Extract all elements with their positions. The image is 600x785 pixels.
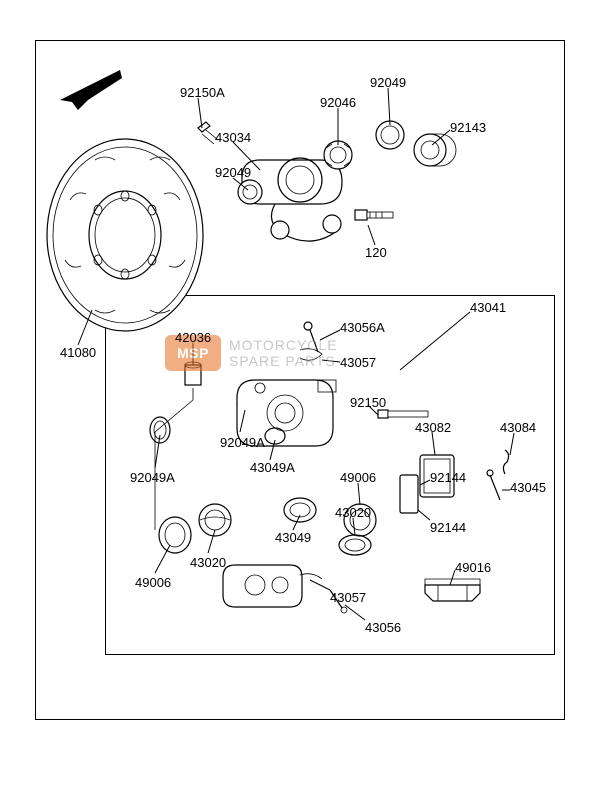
bolt-92150 [378, 410, 428, 418]
part-label-49016: 49016 [455, 560, 491, 575]
collar-92143 [414, 134, 456, 166]
diagram-canvas: MSP MOTORCYCLE SPARE PARTS 92150A4303492… [0, 0, 600, 785]
seal-92049-upper [238, 180, 262, 204]
part-label-92049A2: 92049A [220, 435, 265, 450]
part-label-49006t: 49006 [340, 470, 376, 485]
part-label-43034: 43034 [215, 130, 251, 145]
part-label-43057t: 43057 [340, 355, 376, 370]
cover-49016 [425, 579, 480, 601]
leader-49006t [358, 483, 360, 505]
part-label-43041: 43041 [470, 300, 506, 315]
leader-92049r [388, 88, 390, 125]
brake-disc [47, 139, 203, 331]
direction-arrow [60, 70, 122, 110]
part-label-92046: 92046 [320, 95, 356, 110]
part-label-92144a: 92144 [430, 470, 466, 485]
part-label-43049A: 43049A [250, 460, 295, 475]
leader-43057t [322, 360, 340, 362]
part-label-42036: 42036 [175, 330, 211, 345]
leader-43056A [320, 330, 340, 340]
leader-92144b [418, 510, 430, 520]
part-label-43082: 43082 [415, 420, 451, 435]
leader-43082 [432, 432, 435, 455]
leader-43084 [510, 433, 514, 455]
leader-92049A1 [155, 435, 160, 468]
part-label-92049t: 92049 [215, 165, 251, 180]
oring-92049a-left [150, 417, 170, 443]
part-label-92049r: 92049 [370, 75, 406, 90]
leader-43057b [310, 580, 330, 590]
part-label-92049A1: 92049A [130, 470, 175, 485]
leader-92150A [198, 98, 202, 128]
bearing-92046 [324, 141, 352, 169]
shim-92144 [400, 475, 418, 513]
clip-43084 [503, 450, 508, 474]
part-label-43056: 43056 [365, 620, 401, 635]
part-label-43049: 43049 [275, 530, 311, 545]
part-label-92150A: 92150A [180, 85, 225, 100]
bolt-120 [355, 210, 393, 220]
part-label-43020r: 43020 [335, 505, 371, 520]
part-label-43045: 43045 [510, 480, 546, 495]
bleeder-top [300, 322, 322, 360]
seal-43020-right [339, 535, 371, 555]
seal-92049-right [376, 121, 404, 149]
piston-lower [159, 517, 191, 553]
caliper-holder-lower [223, 565, 302, 607]
leader-43056 [345, 605, 365, 620]
leader-49006b [155, 545, 170, 573]
leader-120 [368, 225, 375, 245]
leader-43041 [400, 312, 470, 370]
pad-pin-43045 [487, 470, 500, 500]
drawing-layer [0, 0, 600, 785]
part-label-43056A: 43056A [340, 320, 385, 335]
part-label-92144b: 92144 [430, 520, 466, 535]
seal-43049-center [284, 498, 316, 522]
part-label-49006b: 49006 [135, 575, 171, 590]
part-label-43020l: 43020 [190, 555, 226, 570]
part-label-43057b: 43057 [330, 590, 366, 605]
part-label-92143: 92143 [450, 120, 486, 135]
part-label-92150: 92150 [350, 395, 386, 410]
part-label-43084: 43084 [500, 420, 536, 435]
part-label-41080: 41080 [60, 345, 96, 360]
part-label-120: 120 [365, 245, 387, 260]
